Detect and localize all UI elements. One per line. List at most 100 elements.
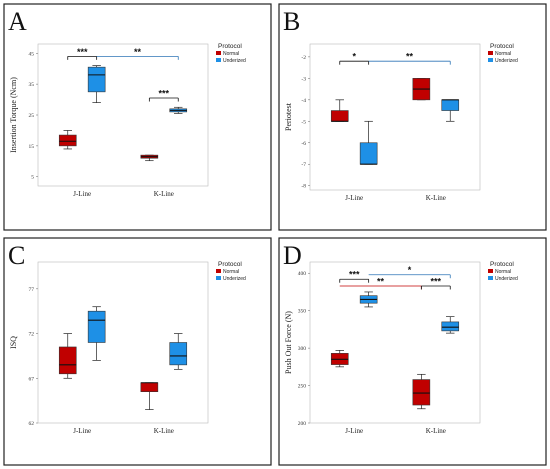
y-tick-label: -2 (301, 55, 306, 61)
legend-swatch (216, 51, 221, 55)
box-underized-j-line (359, 291, 378, 308)
y-tick-label: -5 (301, 119, 306, 125)
box-iqr (58, 346, 77, 375)
legend-entry: Underized (495, 276, 518, 282)
legend-swatch (216, 276, 221, 280)
y-tick-label: 67 (29, 376, 35, 382)
panel-letter: B (283, 7, 300, 36)
significance-label: * (408, 265, 412, 275)
significance-label: *** (431, 276, 442, 286)
box-normal-k-line (412, 78, 431, 101)
y-tick-label: -7 (301, 162, 306, 168)
y-tick-label: -6 (301, 141, 306, 147)
x-category-label: J-Line (345, 427, 363, 435)
significance-bracket: *** (148, 89, 179, 102)
significance-bracket: *** (67, 47, 98, 60)
y-tick-label: 45 (29, 51, 35, 57)
significance-bracket: * (339, 52, 370, 65)
legend-entry: Normal (223, 269, 239, 275)
box-normal-k-line (140, 154, 159, 162)
box-iqr (169, 342, 188, 366)
y-axis-label: Insertion Torque (Ncm) (9, 77, 18, 153)
box-iqr (412, 379, 431, 406)
box-normal-j-line (330, 350, 349, 368)
panel-letter: C (8, 241, 25, 270)
box-iqr (359, 142, 378, 165)
y-tick-label: 15 (29, 144, 35, 150)
box-underized-j-line (359, 120, 378, 165)
significance-label: ** (406, 52, 414, 62)
legend-swatch (488, 269, 493, 273)
legend-entry: Underized (223, 58, 246, 64)
significance-label: ** (377, 276, 385, 286)
panel-frame (278, 237, 547, 466)
y-tick-label: 400 (298, 271, 307, 277)
significance-label: * (352, 52, 356, 62)
box-normal-k-line (140, 382, 159, 410)
legend-title: Protocol (218, 261, 242, 268)
box-normal-k-line (412, 373, 431, 410)
y-axis-label: Push Out Force (N) (284, 311, 293, 374)
panel-frame (3, 3, 272, 231)
y-axis-label: ISQ (9, 336, 18, 349)
panel-frame (3, 237, 272, 466)
significance-bracket: *** (339, 270, 370, 283)
panel-c: C 62 67 72 77 ISQ J-Line K-Line ProtocolNormalUn… (3, 237, 272, 466)
x-category-label: K-Line (154, 190, 174, 198)
legend-title: Protocol (490, 261, 514, 268)
box-iqr (330, 110, 349, 122)
panel-letter: A (8, 7, 27, 36)
legend-swatch (488, 276, 493, 280)
plot-area (309, 261, 481, 424)
y-tick-label: 62 (29, 421, 35, 427)
legend-entry: Normal (223, 51, 239, 57)
box-iqr (140, 382, 159, 392)
significance-label: *** (77, 47, 88, 57)
y-tick-label: 300 (298, 346, 307, 352)
y-tick-label: 35 (29, 82, 35, 88)
legend-swatch (488, 51, 493, 55)
significance-bracket: ** (96, 47, 179, 60)
x-category-label: J-Line (73, 190, 91, 198)
legend-swatch (488, 58, 493, 62)
x-category-label: J-Line (73, 427, 91, 435)
legend-entry: Underized (223, 276, 246, 282)
box-iqr (87, 310, 106, 343)
box-iqr (87, 66, 106, 93)
box-underized-k-line (169, 106, 188, 114)
panel-a: A 5 15 25 35 45 Insertion Torque (Ncm) J-Line K-… (3, 3, 272, 231)
significance-label: *** (349, 270, 360, 280)
plot-area (37, 261, 209, 424)
legend-entry: Underized (495, 58, 518, 64)
significance-label: *** (159, 89, 170, 99)
panel-letter: D (283, 241, 302, 270)
box-underized-k-line (441, 316, 460, 334)
box-normal-j-line (330, 99, 349, 122)
legend-title: Protocol (218, 43, 242, 50)
y-tick-label: 72 (29, 332, 35, 338)
y-tick-label: 200 (298, 421, 307, 427)
x-category-label: J-Line (345, 194, 363, 202)
y-axis-label: Periotest (284, 102, 293, 131)
plot-area (309, 43, 481, 191)
box-normal-j-line (58, 130, 77, 150)
legend-entry: Normal (495, 51, 511, 57)
legend-swatch (216, 58, 221, 62)
y-tick-label: -8 (301, 184, 306, 190)
box-iqr (441, 321, 460, 332)
y-tick-label: 25 (29, 113, 35, 119)
x-category-label: K-Line (426, 194, 446, 202)
box-underized-j-line (87, 306, 106, 361)
box-iqr (58, 134, 77, 147)
panel-frame (278, 3, 547, 231)
y-tick-label: -4 (301, 98, 306, 104)
y-tick-label: 350 (298, 309, 307, 315)
box-underized-k-line (169, 333, 188, 370)
legend-entry: Normal (495, 269, 511, 275)
